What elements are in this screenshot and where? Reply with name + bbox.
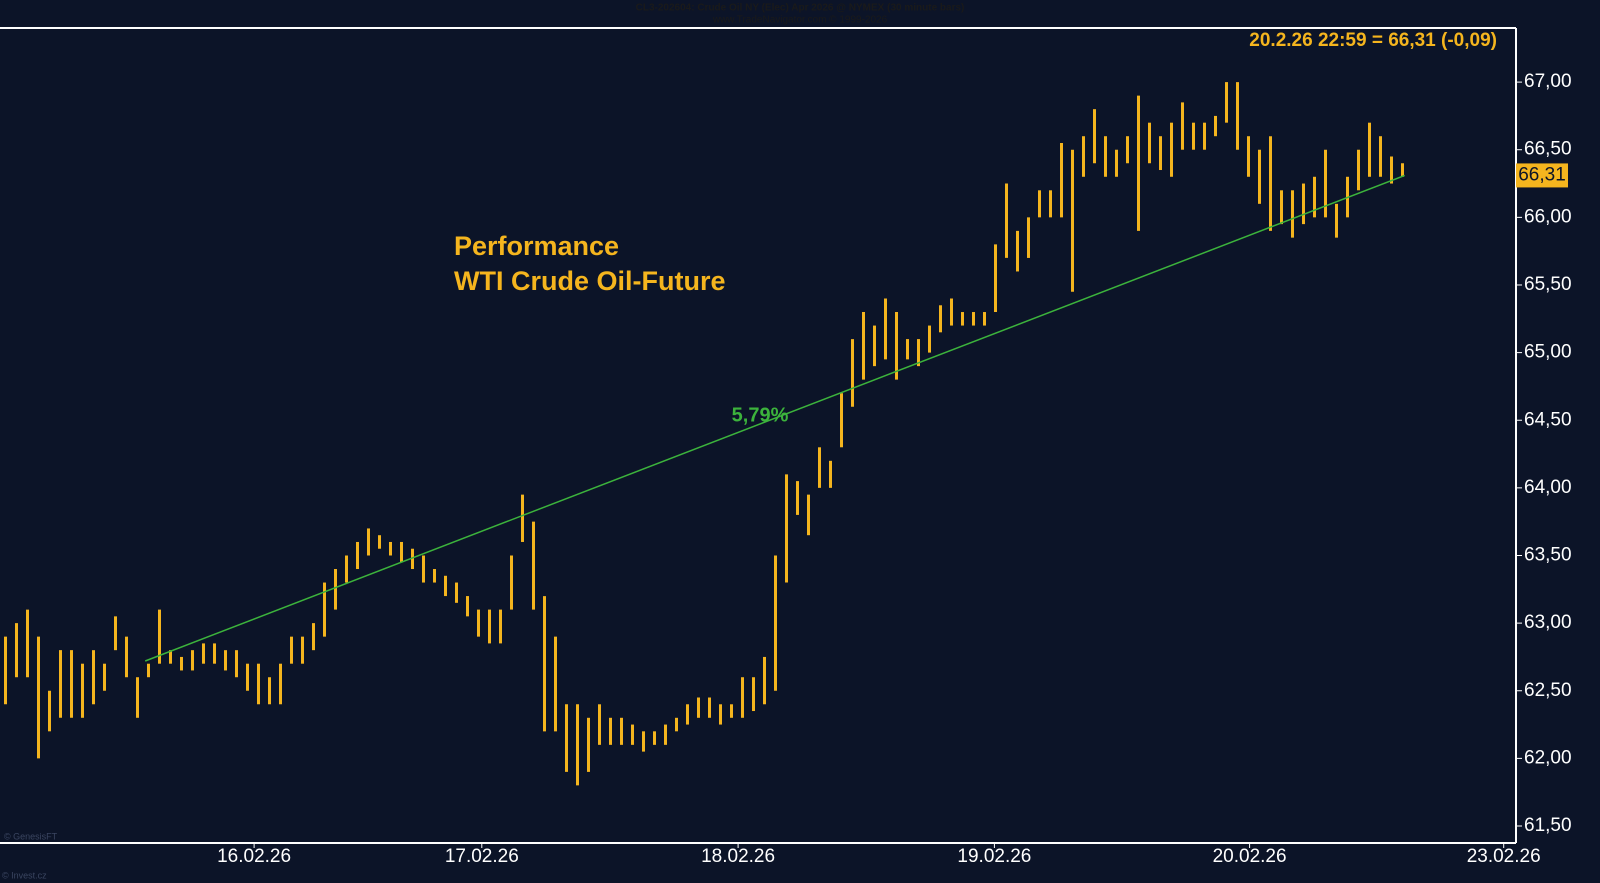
- y-tick-label: 65,50: [1524, 274, 1572, 295]
- subheader: www.TradeNavigator.com © 1999-2026: [712, 15, 888, 26]
- y-tick-label: 64,50: [1524, 409, 1572, 430]
- x-tick-label: 19.02.26: [957, 846, 1031, 867]
- trendline: [144, 174, 1405, 662]
- y-tick-label: 61,50: [1524, 815, 1572, 836]
- y-tick-label: 65,00: [1524, 342, 1572, 363]
- x-tick-label: 23.02.26: [1467, 846, 1541, 867]
- y-tick-label: 67,00: [1524, 71, 1572, 92]
- last-price-tag: [1516, 163, 1568, 188]
- x-tick-label: 16.02.26: [217, 846, 291, 867]
- x-tick-label: 20.02.26: [1213, 846, 1287, 867]
- x-tick-label: 17.02.26: [445, 846, 519, 867]
- y-tick-label: 62,00: [1524, 747, 1572, 768]
- y-tick-label: 66,50: [1524, 139, 1572, 160]
- credit: © GenesisFT: [4, 831, 58, 841]
- y-tick-label: 64,00: [1524, 477, 1572, 498]
- last-price-label: 66,31: [1518, 164, 1566, 185]
- quote: 20.2.26 22:59 = 66,31 (-0,09): [1249, 30, 1497, 51]
- y-tick-label: 66,00: [1524, 206, 1572, 227]
- y-tick-label: 63,00: [1524, 612, 1572, 633]
- x-tick-label: 18.02.26: [701, 846, 775, 867]
- y-tick-label: 62,50: [1524, 680, 1572, 701]
- trendline-label: 5,79%: [732, 404, 789, 426]
- chart-subtitle: WTI Crude Oil-Future: [454, 266, 725, 296]
- y-tick-label: 63,50: [1524, 545, 1572, 566]
- footer: © Invest.cz: [2, 870, 47, 880]
- header: CL3-202604: Crude Oil NY (Elec) Apr 2026…: [636, 3, 965, 14]
- chart-title: Performance: [454, 231, 619, 261]
